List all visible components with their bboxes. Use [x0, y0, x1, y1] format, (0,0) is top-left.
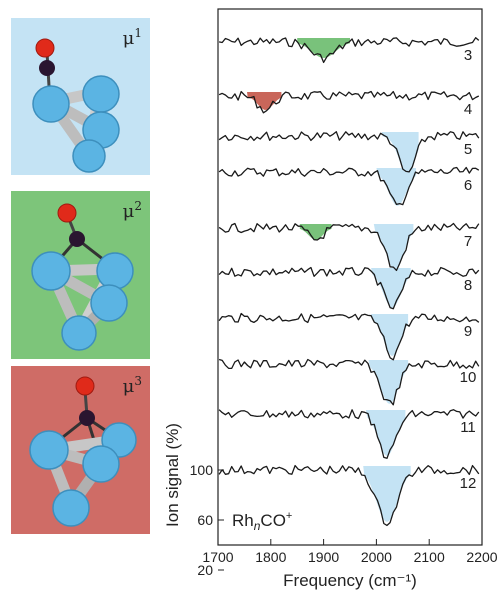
x-tick-label-1900: 1900: [308, 549, 339, 565]
rh3co-mu3-cluster-image: [29, 376, 137, 527]
absorption-band-4: [247, 92, 282, 110]
y-tick-label-100: 100: [190, 462, 214, 478]
trace-label-6: 6: [464, 177, 472, 194]
spectrum-trace-5: [218, 131, 480, 173]
mu1-label: μ1: [122, 26, 142, 49]
rh3co-mu2-cluster-image: [31, 203, 134, 351]
absorption-band-7-extra: [299, 224, 332, 240]
plot-frame: [217, 8, 483, 546]
x-tick-label-2200: 2200: [466, 549, 497, 565]
absorption-band-3: [297, 38, 350, 58]
trace-label-12: 12: [460, 475, 477, 492]
trace-label-10: 10: [460, 369, 477, 386]
mu3-label: μ3: [122, 374, 142, 397]
panel-mu1: μ1: [11, 18, 150, 175]
absorption-band-7: [373, 224, 414, 270]
y-axis-ticks: 20 60 100: [190, 462, 224, 578]
panel-mu3: μ3: [11, 366, 150, 534]
absorption-band-8: [371, 268, 411, 308]
spectrum-trace-12: [218, 464, 480, 527]
y-axis-title: Ion signal (%): [163, 423, 182, 527]
trace-labels: 3 4 5 6 7 8 9 10 11 12: [460, 47, 477, 492]
rhnco-annotation: RhnCO+: [232, 510, 292, 533]
spectrum-trace-11: [218, 409, 480, 459]
rh3co-mu1-cluster-image: [32, 38, 120, 173]
x-axis-ticks: 1700 1800 1900 2000 2100 2200: [202, 539, 498, 565]
spectrum-trace-3: [218, 37, 480, 64]
absorption-band-10: [368, 360, 409, 404]
trace-label-9: 9: [464, 323, 472, 340]
x-axis-title: Frequency (cm⁻¹): [283, 571, 417, 590]
x-tick-label-2000: 2000: [361, 549, 392, 565]
y-tick-label-20: 20: [197, 562, 213, 578]
absorption-bands: [247, 38, 419, 522]
spectrum-trace-10: [218, 358, 480, 406]
trace-label-5: 5: [464, 141, 472, 158]
trace-label-3: 3: [464, 47, 472, 64]
spectrum-traces: [218, 37, 480, 527]
x-tick-label-1800: 1800: [255, 549, 286, 565]
trace-label-8: 8: [464, 277, 472, 294]
trace-label-4: 4: [464, 101, 472, 118]
absorption-band-11: [365, 410, 406, 456]
absorption-band-9: [371, 314, 409, 356]
absorption-band-12: [363, 466, 411, 522]
trace-label-11: 11: [460, 419, 476, 436]
spectrum-trace-9: [218, 312, 480, 361]
y-tick-label-60: 60: [197, 512, 213, 528]
spectrum-trace-6: [218, 166, 480, 206]
panel-mu2: μ2: [11, 191, 150, 359]
absorption-band-6: [376, 168, 416, 206]
x-tick-label-2100: 2100: [414, 549, 445, 565]
spectrum-trace-8: [218, 266, 480, 310]
absorption-band-5: [381, 132, 419, 174]
spectrum-trace-4: [218, 90, 480, 114]
spectrum-trace-7: [218, 222, 480, 272]
trace-label-7: 7: [464, 233, 472, 250]
x-tick-label-1700: 1700: [202, 549, 233, 565]
mu2-label: μ2: [122, 199, 142, 222]
